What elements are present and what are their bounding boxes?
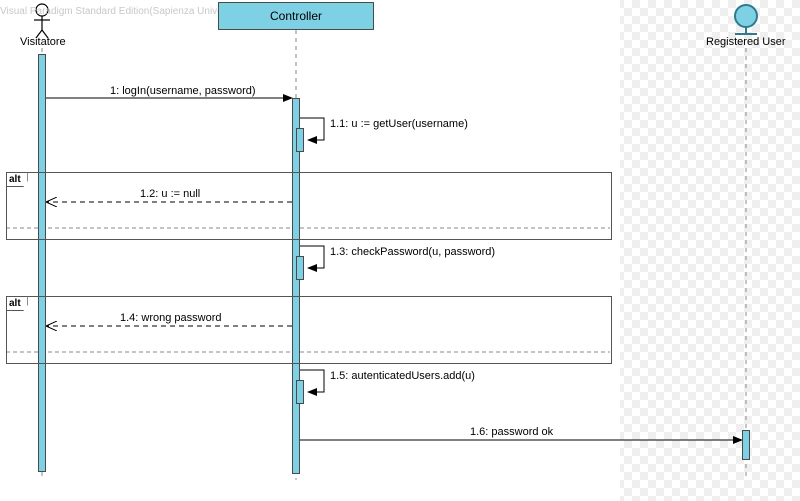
msg-1-6-label: 1.6: password ok <box>470 426 553 438</box>
msg-1-3-label: 1.3: checkPassword(u, password) <box>330 246 495 258</box>
msg-1-label: 1: logIn(username, password) <box>110 85 256 97</box>
controller-header: Controller <box>218 2 374 30</box>
activation-visitatore <box>38 54 46 472</box>
msg-1-2-label: 1.2: u := null <box>140 188 200 200</box>
alt-frame-1-tag: alt <box>6 172 28 187</box>
msg-1-1-label: 1.1: u := getUser(username) <box>330 118 468 130</box>
visitatore-label: Visitatore <box>20 36 66 48</box>
activation-controller-s3 <box>296 380 304 404</box>
alt-frame-1: alt <box>6 172 612 240</box>
activation-controller-main <box>292 98 300 474</box>
registered-user-actor-icon <box>735 5 757 34</box>
activation-controller-s2 <box>296 256 304 280</box>
msg-1-4-label: 1.4: wrong password <box>120 312 222 324</box>
registered-user-label: Registered User <box>706 36 785 48</box>
msg-1-5-label: 1.5: autenticatedUsers.add(u) <box>330 370 475 382</box>
alt-frame-2: alt <box>6 296 612 364</box>
alt-frame-2-tag: alt <box>6 296 28 311</box>
controller-label: Controller <box>270 9 322 23</box>
activation-controller-s1 <box>296 128 304 152</box>
activation-registered-user <box>742 430 750 460</box>
